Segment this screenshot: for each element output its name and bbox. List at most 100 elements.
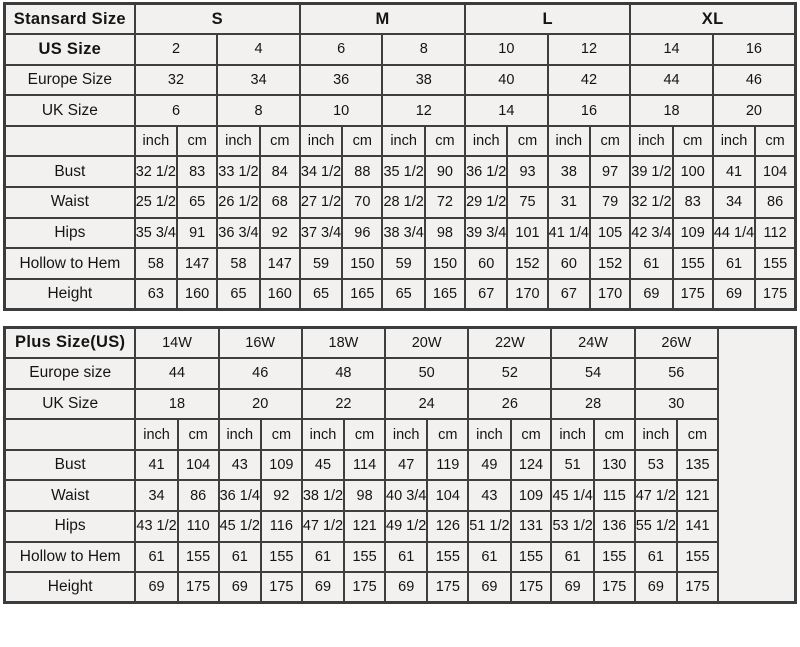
row-label: Europe size [3,357,137,390]
table-cell: 34 [216,63,301,97]
unit-cell: inch [711,124,757,158]
table-row: Height 63 160 65 160 65 165 65 165 67 170 67 170 69 17… [3,277,797,311]
table-cell: 16 [546,94,632,127]
table-cell: 165 [341,277,384,311]
unit-cell: inch [134,418,179,451]
table-cell: 36 1/4 [217,479,262,512]
table-cell: 53 1/2 [550,510,595,543]
table-cell: 44 [629,63,714,97]
table-row: UK Size 6 8 10 12 14 16 18 20 [3,94,797,127]
table-cell: 65 [216,277,261,311]
table-cell: 170 [506,277,549,311]
table-cell: 147 [176,247,219,280]
table-cell: 39 3/4 [464,216,509,250]
table-row: Hollow to Hem 61 155 61 155 61 155 61 155 61 155 61… [3,540,796,574]
unit-cell: cm [671,124,714,158]
table-cell: 8 [381,33,467,66]
size-group-header: L [464,2,632,36]
table-cell: 61 [300,540,346,574]
table-cell: 65 [176,186,219,219]
table-cell: 47 1/2 [633,479,679,512]
table-cell: 152 [506,247,549,280]
table-cell: 40 [464,63,549,97]
table-cell: 59 [298,247,344,280]
table-cell: 155 [426,540,470,574]
table-cell: 48 [300,357,387,390]
table-cell: 59 [381,247,426,280]
row-label: Height [3,277,136,311]
table-cell: 41 1/4 [546,216,591,250]
table-cell: 155 [176,540,220,574]
table-cell: 88 [341,155,384,189]
table-cell: 58 [216,247,261,280]
unit-cell: inch [546,124,591,158]
size-group-header: 18W [300,326,387,360]
table-cell: 40 3/4 [384,479,429,512]
table-cell: 60 [546,247,591,280]
row-label: Waist [3,479,137,512]
table-row: Europe size 44 46 48 50 52 54 56 [3,357,796,390]
table-cell: 55 1/2 [633,510,679,543]
unit-cell: inch [133,124,179,158]
table-cell: 175 [509,571,553,604]
table-cell: 170 [588,277,632,311]
size-group-header: 14W [134,326,220,360]
row-label: Waist [3,186,136,219]
size-group-header: XL [629,2,797,36]
standard-size-table: Stansard Size S M L XL US Size 2 4 6 8 10 12 14 16 Eur… [3,2,797,311]
table-row: Waist 25 1/2 65 26 1/2 68 27 1/2 70 28 1/2 72 29 … [3,186,797,219]
unit-cell: cm [592,418,636,451]
unit-cell: inch [217,418,262,451]
table-cell: 28 1/2 [381,186,426,219]
table-row: Hollow to Hem 58 147 58 147 59 150 59 150 60 152 60… [3,247,797,280]
table-cell: 126 [426,510,470,543]
table-cell: 2 [133,33,219,66]
table-cell: 38 1/2 [300,479,346,512]
table-cell: 43 1/2 [134,510,179,543]
unit-cell: cm [588,124,632,158]
table-cell: 6 [298,33,384,66]
unit-cell: cm [341,124,384,158]
unit-cell: inch [550,418,595,451]
table-row: US Size 2 4 6 8 10 12 14 16 [3,33,797,66]
row-label: Hips [3,510,137,543]
table-cell: 69 [550,571,595,604]
row-label: US Size [3,33,136,66]
table-cell: 33 1/2 [216,155,261,189]
table-cell: 65 [381,277,426,311]
row-label-empty [3,124,136,158]
table-cell: 60 [464,247,509,280]
table-cell: 36 1/2 [464,155,509,189]
table-cell: 114 [343,448,387,482]
table-cell: 147 [258,247,301,280]
table-cell: 121 [343,510,387,543]
table-cell: 86 [754,186,797,219]
table-cell: 69 [467,571,512,604]
table-cell: 63 [133,277,179,311]
table-cell: 155 [259,540,303,574]
table-cell: 69 [384,571,429,604]
size-group-header: 22W [467,326,553,360]
table-cell: 46 [711,63,797,97]
table-cell: 42 [546,63,632,97]
table-cell: 12 [381,94,467,127]
table-cell: 104 [176,448,220,482]
table-cell: 49 1/2 [384,510,429,543]
table-cell: 34 1/2 [298,155,344,189]
table-cell: 150 [341,247,384,280]
table-cell: 20 [217,387,303,421]
unit-cell: cm [423,124,467,158]
table-cell: 8 [216,94,301,127]
table-cell: 86 [176,479,220,512]
table-cell: 135 [676,448,719,482]
table-cell: 28 [550,387,636,421]
table-cell: 90 [423,155,467,189]
table-cell: 41 [711,155,757,189]
table-cell: 124 [509,448,553,482]
table-cell: 155 [343,540,387,574]
table-cell: 43 [217,448,262,482]
table-cell: 38 [381,63,467,97]
table-cell: 34 [134,479,179,512]
table-cell: 98 [343,479,387,512]
table-cell: 26 1/2 [216,186,261,219]
